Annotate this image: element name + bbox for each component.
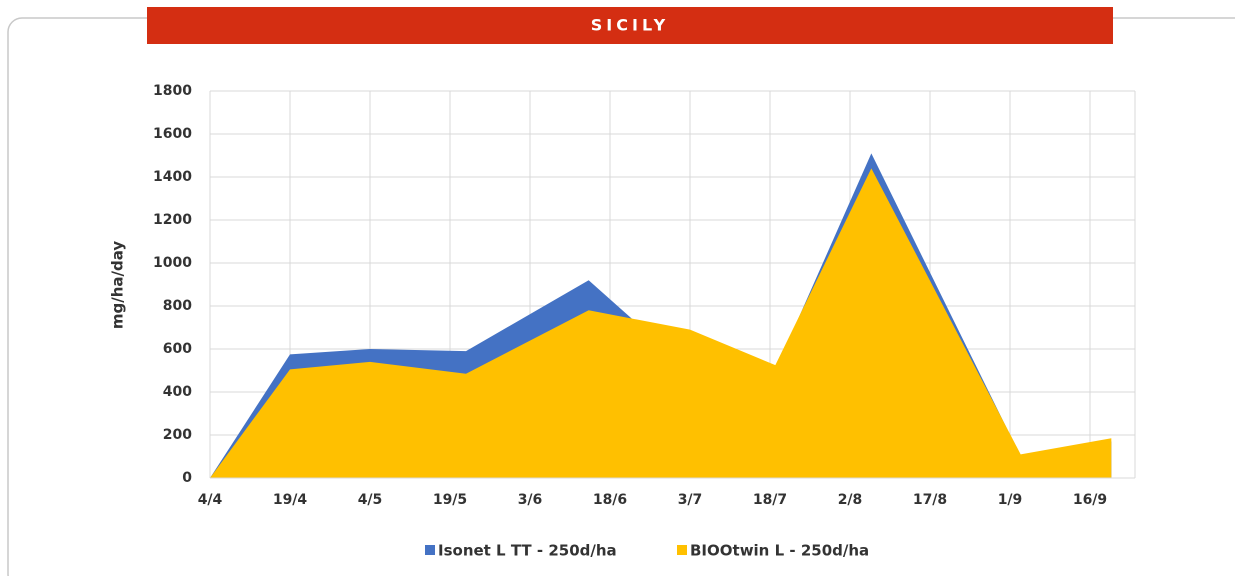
y-tick-label: 1200 [153,212,192,228]
y-tick-label: 600 [163,341,192,357]
x-tick-label: 4/5 [358,492,383,508]
legend-label: BIOOtwin L - 250d/ha [690,542,869,560]
y-tick-label: 200 [163,427,192,443]
y-tick-label: 1800 [153,83,192,99]
y-tick-label: 1000 [153,255,192,271]
x-tick-label: 4/4 [198,492,223,508]
chart-title: SICILY [591,16,669,35]
x-tick-label: 17/8 [913,492,947,508]
x-tick-label: 19/4 [273,492,308,508]
x-tick-label: 2/8 [838,492,863,508]
y-tick-label: 1600 [153,126,192,142]
y-tick-label: 400 [163,384,192,400]
x-tick-label: 3/6 [518,492,543,508]
x-tick-label: 3/7 [678,492,703,508]
y-tick-label: 800 [163,298,192,314]
x-tick-label: 18/6 [593,492,627,508]
legend-label: Isonet L TT - 250d/ha [438,542,617,560]
y-tick-label: 1400 [153,169,192,185]
x-tick-label: 16/9 [1073,492,1107,508]
x-tick-label: 18/7 [753,492,787,508]
y-axis-label: mg/ha/day [109,241,127,330]
title-banner [147,7,1113,44]
x-tick-label: 19/5 [433,492,467,508]
area [210,168,1112,478]
y-tick-label: 0 [182,470,192,486]
x-tick-label: 1/9 [998,492,1023,508]
legend-swatch [425,545,435,555]
legend-swatch [677,545,687,555]
